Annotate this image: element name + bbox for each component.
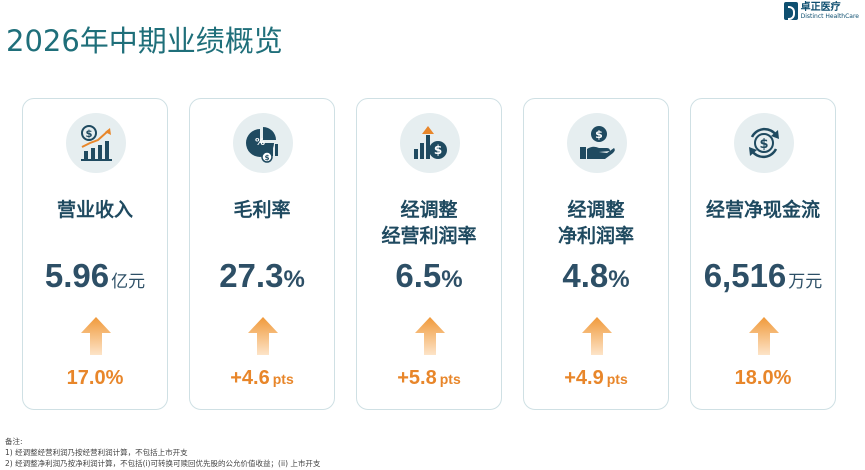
kpi-card-gross-margin: % $ 毛利率 27.3% +4.6 pts bbox=[189, 98, 335, 410]
kpi-label: 经营净现金流 bbox=[705, 199, 820, 221]
company-logo: 卓正医疗 Distinct HealthCare bbox=[783, 2, 859, 21]
up-arrow-icon bbox=[248, 317, 278, 355]
page-title: 2026年中期业绩概览 bbox=[6, 24, 283, 58]
svg-text:$: $ bbox=[595, 128, 603, 141]
bars-dollar-icon: $ bbox=[414, 126, 447, 159]
kpi-label: 经调整 bbox=[567, 199, 625, 221]
kpi-card-operating-cash-flow: $ 经营净现金流 6,516 万元 18.0% bbox=[690, 98, 836, 410]
svg-text:%: % bbox=[255, 137, 265, 148]
kpi-cards: $ 营业收入 5.96 亿元 17.0% bbox=[22, 98, 842, 410]
footnotes: 备注: 1) 经调整经营利润乃按经营利润计算，不包括上市开支 2) 经调整净利润… bbox=[5, 436, 320, 469]
kpi-growth: 17.0% bbox=[66, 367, 124, 389]
cycle-dollar-icon: $ bbox=[749, 127, 779, 159]
pie-percent-icon: % $ bbox=[246, 127, 278, 163]
kpi-growth: +5.8 pts bbox=[397, 367, 461, 389]
kpi-card-revenue: $ 营业收入 5.96 亿元 17.0% bbox=[22, 98, 168, 410]
footnote-1: 1) 经调整经营利润乃按经营利润计算，不包括上市开支 bbox=[5, 448, 188, 457]
logo-name-cn: 卓正医疗 bbox=[800, 2, 841, 13]
logo-mark-icon bbox=[783, 2, 798, 20]
footnote-2: 2) 经调整净利润乃按净利润计算，不包括(i)可转换可赎回优先股的公允价值收益；… bbox=[5, 459, 321, 468]
chart-growth-icon: $ bbox=[81, 125, 112, 161]
kpi-card-adj-operating-margin: $ 经调整 经营利润率 6.5% +5.8 pts bbox=[356, 98, 502, 410]
up-arrow-icon bbox=[81, 317, 111, 355]
kpi-value: 6.5% bbox=[395, 257, 463, 294]
kpi-value: 4.8% bbox=[562, 257, 630, 294]
kpi-value: 6,516 万元 bbox=[703, 257, 823, 294]
svg-text:$: $ bbox=[86, 129, 93, 140]
kpi-growth: +4.6 pts bbox=[230, 367, 294, 389]
kpi-card-adj-net-margin: $ 经调整 净利润率 4.8% +4.9 pts bbox=[523, 98, 669, 410]
hand-coin-icon: $ bbox=[580, 126, 615, 159]
up-arrow-icon bbox=[749, 317, 779, 355]
kpi-label: 毛利率 bbox=[233, 199, 291, 221]
kpi-value: 27.3% bbox=[219, 257, 305, 294]
kpi-growth: +4.9 pts bbox=[564, 367, 628, 389]
kpi-growth: 18.0% bbox=[734, 367, 792, 389]
kpi-label: 营业收入 bbox=[56, 199, 133, 221]
kpi-value: 5.96 亿元 bbox=[44, 257, 146, 294]
svg-text:$: $ bbox=[265, 154, 270, 162]
kpi-label: 净利润率 bbox=[557, 225, 634, 247]
up-arrow-icon bbox=[582, 317, 612, 355]
footnote-heading: 备注: bbox=[5, 437, 23, 446]
kpi-label: 经调整 bbox=[400, 199, 458, 221]
up-arrow-icon bbox=[415, 317, 445, 355]
svg-text:$: $ bbox=[434, 143, 442, 157]
kpi-label: 经营利润率 bbox=[381, 225, 477, 247]
svg-text:$: $ bbox=[759, 137, 768, 152]
logo-name-en: Distinct HealthCare bbox=[800, 13, 859, 20]
